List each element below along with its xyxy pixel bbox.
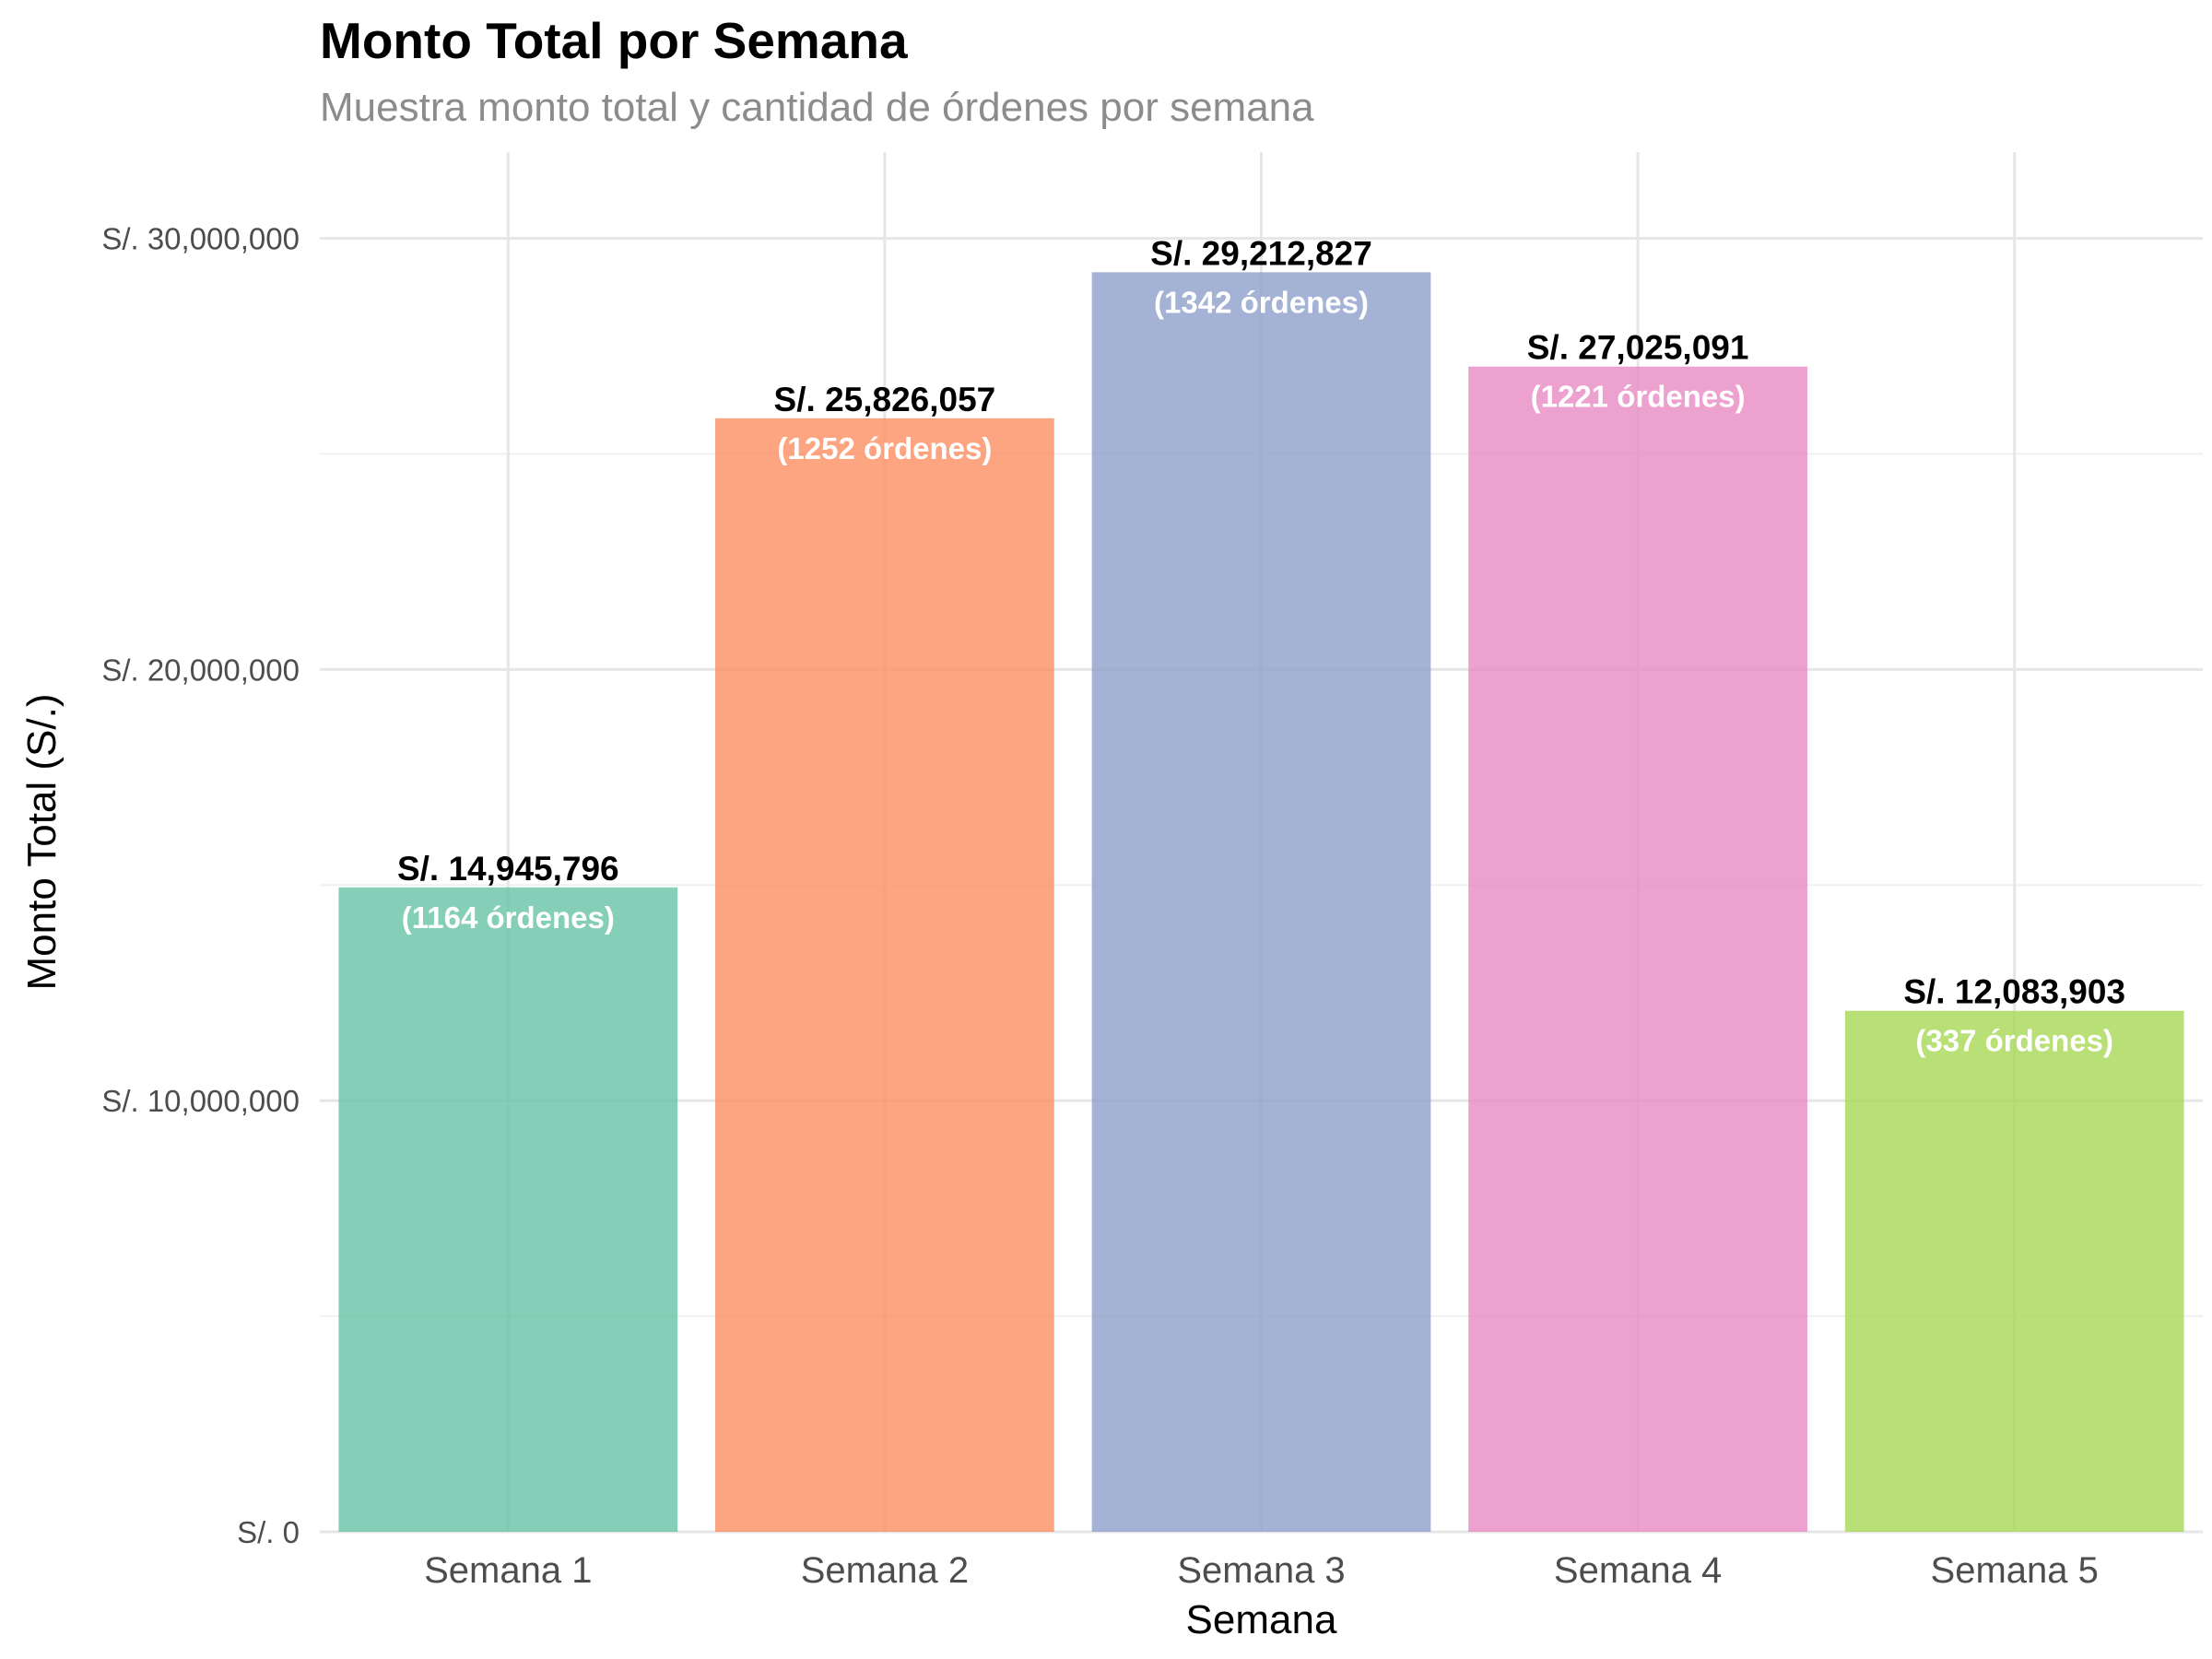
value-label: S/. 14,945,796 xyxy=(397,850,619,888)
x-axis-title: Semana xyxy=(1186,1597,1337,1642)
value-label: S/. 27,025,091 xyxy=(1527,329,1749,367)
x-tick-label: Semana 4 xyxy=(1554,1550,1722,1591)
value-label: S/. 29,212,827 xyxy=(1150,234,1372,272)
axes: S/. 0 S/. 10,000,000 S/. 20,000,000 S/. 30,… xyxy=(19,222,2099,1642)
order-count-label: (1221 órdenes) xyxy=(1531,380,1746,414)
bar-labels: S/. 14,945,796 (1164 órdenes) S/. 25,826,0… xyxy=(397,234,2125,1057)
value-label: S/. 12,083,903 xyxy=(1903,973,2125,1011)
x-tick-label: Semana 2 xyxy=(801,1550,969,1591)
order-count-label: (1342 órdenes) xyxy=(1154,285,1369,319)
value-label: S/. 25,826,057 xyxy=(774,381,996,418)
bar xyxy=(1844,1010,2184,1532)
y-axis-title: Monto Total (S/.) xyxy=(19,694,65,991)
bars xyxy=(338,272,2184,1533)
bar xyxy=(715,418,1054,1533)
y-tick-label: S/. 0 xyxy=(237,1515,300,1549)
x-tick-label: Semana 5 xyxy=(1931,1550,2099,1591)
x-tick-label: Semana 3 xyxy=(1177,1550,1345,1591)
y-tick-label: S/. 10,000,000 xyxy=(101,1084,300,1118)
bar xyxy=(338,887,678,1532)
order-count-label: (1164 órdenes) xyxy=(402,900,615,935)
y-tick-label: S/. 30,000,000 xyxy=(101,222,300,256)
y-tick-label: S/. 20,000,000 xyxy=(101,653,300,687)
order-count-label: (337 órdenes) xyxy=(1915,1024,2113,1058)
order-count-label: (1252 órdenes) xyxy=(777,431,992,465)
bar xyxy=(1468,366,1807,1533)
x-tick-label: Semana 1 xyxy=(424,1550,592,1591)
chart-title: Monto Total por Semana xyxy=(320,12,908,69)
chart-subtitle: Muestra monto total y cantidad de órdene… xyxy=(320,85,1314,130)
bar xyxy=(1091,272,1431,1532)
